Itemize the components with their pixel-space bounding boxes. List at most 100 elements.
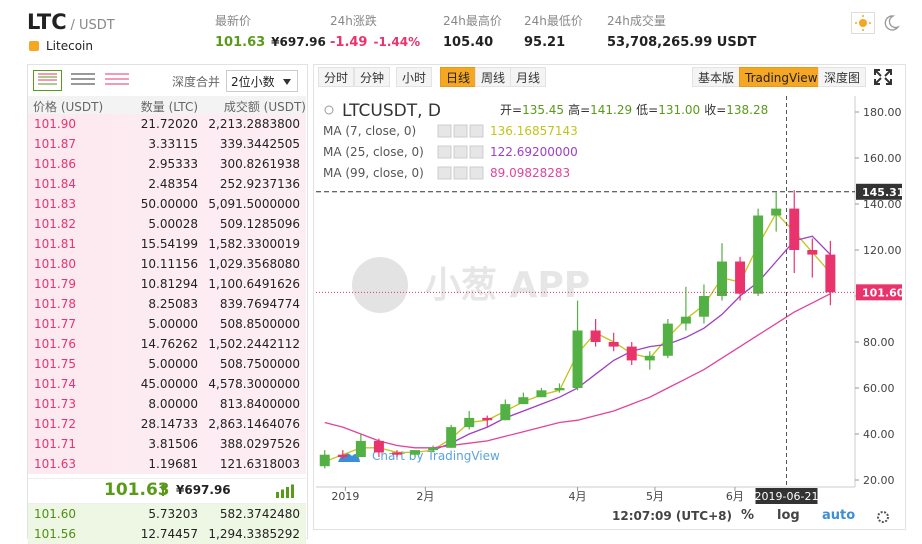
interval-button[interactable]: 分时 — [318, 67, 355, 87]
ask-row[interactable]: 101.79 10.81294 1,100.6491626 — [28, 274, 306, 294]
price-tag-label: 101.60 — [862, 286, 905, 299]
candle-body — [753, 215, 764, 294]
interval-button[interactable]: 分钟 — [354, 67, 391, 87]
view-button[interactable]: 基本版 — [692, 67, 741, 87]
ohlc-label: 低= — [636, 103, 658, 117]
signal-icon — [276, 484, 294, 498]
y-tick-label: 140.00 — [863, 198, 902, 211]
moon-icon — [884, 15, 900, 31]
ask-row[interactable]: 101.78 8.25083 839.7694774 — [28, 294, 306, 314]
amount: 5.73203 — [148, 507, 198, 521]
last-price-row: 101.63 ¥697.96 — [28, 478, 306, 504]
settings[interactable] — [876, 510, 890, 524]
interval-button[interactable]: 月线 — [510, 67, 547, 87]
candle-body — [626, 346, 637, 361]
ask-row[interactable]: 101.77 5.00000 508.8500000 — [28, 314, 306, 334]
price: 101.77 — [34, 317, 76, 331]
scale-option[interactable]: auto — [822, 508, 856, 523]
total: 839.7694774 — [219, 297, 300, 311]
price: 101.82 — [34, 217, 76, 231]
up-arrow — [159, 484, 167, 496]
stat-label: 24h最低价 — [524, 14, 583, 28]
candle-body — [391, 452, 402, 455]
ask-row[interactable]: 101.81 15.54199 1,582.3300019 — [28, 234, 306, 254]
amount: 3.33115 — [148, 137, 198, 151]
fullscreen[interactable] — [872, 68, 894, 86]
candle-body — [410, 450, 421, 455]
price: 101.63 — [34, 457, 76, 471]
amount: 8.25083 — [148, 297, 198, 311]
price: 101.75 — [34, 357, 76, 371]
view-button[interactable]: TradingView — [739, 67, 824, 87]
ask-row[interactable]: 101.86 2.95333 300.8261938 — [28, 154, 306, 174]
ask-row[interactable]: 101.87 3.33115 339.3442505 — [28, 134, 306, 154]
candle-body — [644, 355, 655, 361]
y-tick-label: 180.00 — [863, 106, 902, 119]
amount: 21.72020 — [140, 117, 198, 131]
scale-option[interactable]: % — [741, 508, 755, 523]
stat-value: 53,708,265.99 USDT — [607, 35, 757, 50]
stat-values: 105.40 — [443, 35, 502, 50]
price: 101.78 — [34, 297, 76, 311]
candle-body — [662, 323, 673, 356]
stat-label: 24h涨跌 — [330, 14, 377, 28]
ma-control — [469, 124, 484, 138]
ask-row[interactable]: 101.73 8.00000 813.8400000 — [28, 394, 306, 414]
ask-row[interactable]: 101.80 10.11156 1,029.3568080 — [28, 254, 306, 274]
stat-values: 95.21 — [524, 35, 583, 50]
chart-title: LTCUSDT, D — [342, 101, 441, 121]
ask-row[interactable]: 101.84 2.48354 252.9237136 — [28, 174, 306, 194]
x-tick-label: 2019 — [331, 490, 359, 503]
signal-bar — [281, 489, 284, 498]
ask-row[interactable]: 101.63 1.19681 121.6318003 — [28, 454, 306, 474]
ohlc-value: 141.29 — [590, 103, 632, 117]
ask-row[interactable]: 101.76 14.76262 1,502.2442112 — [28, 334, 306, 354]
interval-button[interactable]: 周线 — [475, 67, 512, 87]
stat-label: 最新价 — [215, 14, 252, 28]
sun-icon — [855, 15, 871, 31]
ask-row[interactable]: 101.74 45.00000 4,578.3000000 — [28, 374, 306, 394]
dark-theme[interactable] — [880, 12, 902, 34]
depth-select[interactable]: 2位小数 — [226, 70, 298, 92]
amount: 2.95333 — [148, 157, 198, 171]
ohlc-value: 131.00 — [658, 103, 700, 117]
scale-option[interactable]: log — [777, 508, 800, 523]
stat: 24h成交量 53,708,265.99 USDT — [607, 12, 756, 50]
ma-control — [469, 145, 484, 159]
bid-row[interactable]: 101.60 5.73203 582.3742480 — [28, 504, 306, 524]
candle-body — [373, 440, 384, 453]
interval-button[interactable]: 小时 — [396, 67, 433, 87]
ask-row[interactable]: 101.75 5.00000 508.7500000 — [28, 354, 306, 374]
light-theme[interactable] — [851, 12, 875, 34]
total: 1,582.3300019 — [208, 237, 300, 251]
price: 101.83 — [34, 197, 76, 211]
view-button[interactable]: 深度图 — [818, 67, 867, 87]
price: 101.84 — [34, 177, 76, 191]
total: 509.1285096 — [219, 217, 300, 231]
total: 1,029.3568080 — [208, 257, 300, 271]
bid-row[interactable]: 101.56 12.74457 1,294.3385292 — [28, 524, 306, 544]
ask-row[interactable]: 101.82 5.00028 509.1285096 — [28, 214, 306, 234]
price: 101.73 — [34, 397, 76, 411]
ma-value: 122.69200000 — [490, 145, 578, 159]
stat: 最新价 101.63 ¥697.96 — [215, 12, 326, 50]
ask-row[interactable]: 101.71 3.81506 388.0297526 — [28, 434, 306, 454]
price: 101.90 — [34, 117, 76, 131]
ask-row[interactable]: 101.90 21.72020 2,213.2883800 — [28, 114, 306, 134]
total: 388.0297526 — [219, 437, 300, 451]
ma-control — [437, 166, 452, 180]
interval-button[interactable]: 日线 — [440, 67, 477, 87]
watermark: 小葱 APP — [425, 265, 590, 306]
ask-row[interactable]: 101.72 28.14733 2,863.1464076 — [28, 414, 306, 434]
ask-row[interactable]: 101.83 50.00000 5,091.5000000 — [28, 194, 306, 214]
stat-values: -1.49 -1.44% — [330, 35, 420, 50]
total: 2,863.1464076 — [208, 417, 300, 431]
stat-value: ¥697.96 — [271, 35, 326, 49]
total: 1,502.2442112 — [208, 337, 300, 351]
last-price-cny: ¥697.96 — [176, 483, 231, 497]
total: 2,213.2883800 — [208, 117, 300, 131]
amount: 50.00000 — [140, 197, 198, 211]
total: 121.6318003 — [219, 457, 300, 471]
ohlc-value: 135.45 — [522, 103, 564, 117]
